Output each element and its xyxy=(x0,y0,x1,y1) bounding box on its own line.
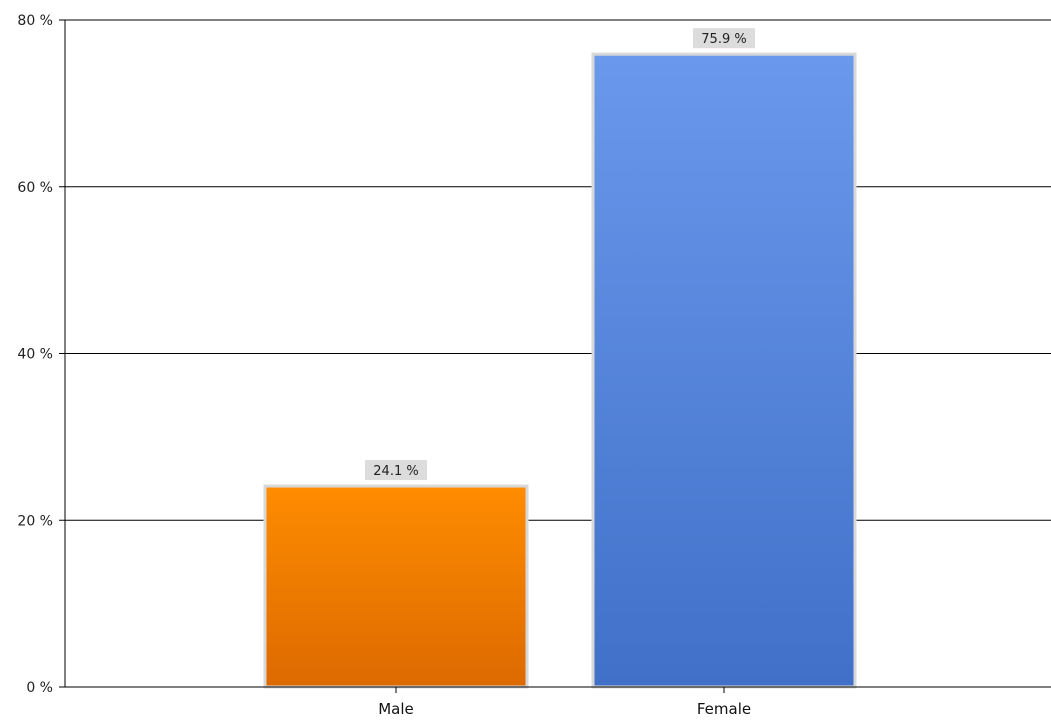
y-tick-label: 40 % xyxy=(17,347,53,363)
axes xyxy=(59,19,1051,693)
y-tick-label: 0 % xyxy=(26,680,53,696)
y-tick-label: 80 % xyxy=(17,13,53,29)
data-label-box xyxy=(365,460,427,481)
x-tick-label: Female xyxy=(697,700,751,718)
data-label: 24.1 % xyxy=(373,464,418,479)
bar-male xyxy=(263,484,529,689)
data-label: 75.9 % xyxy=(701,32,746,47)
y-tick-label: 60 % xyxy=(17,180,53,196)
data-label-box xyxy=(693,28,755,49)
gridlines xyxy=(65,19,1051,521)
x-tick-label: Male xyxy=(378,700,414,718)
bar-female xyxy=(591,52,857,689)
y-tick-label: 20 % xyxy=(17,513,53,529)
bars xyxy=(263,52,857,689)
labels: 0 % 20 % 40 % 60 % 80 % 24.1 % Male 75.9 % Femal… xyxy=(17,13,755,718)
